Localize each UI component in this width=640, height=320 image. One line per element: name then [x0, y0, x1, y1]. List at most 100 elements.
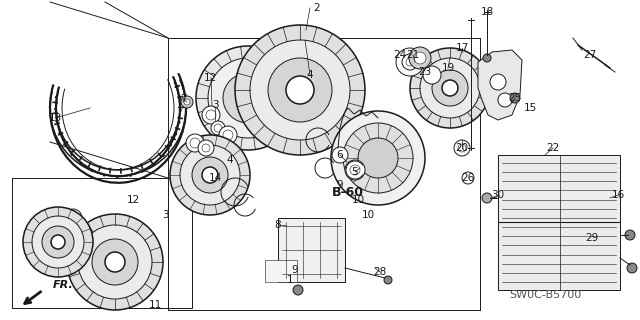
- Circle shape: [223, 130, 233, 140]
- Circle shape: [331, 111, 425, 205]
- Text: 4: 4: [227, 155, 234, 165]
- Circle shape: [206, 110, 216, 120]
- Text: 18: 18: [481, 7, 493, 17]
- Text: 22: 22: [547, 143, 559, 153]
- Circle shape: [454, 140, 470, 156]
- Text: 13: 13: [49, 113, 61, 123]
- Circle shape: [396, 48, 424, 76]
- Circle shape: [483, 54, 491, 62]
- Text: 29: 29: [586, 233, 598, 243]
- Circle shape: [423, 66, 441, 84]
- Text: 2: 2: [314, 3, 320, 13]
- Circle shape: [202, 106, 220, 124]
- Circle shape: [202, 144, 210, 152]
- Circle shape: [211, 121, 225, 135]
- Circle shape: [458, 144, 466, 152]
- Text: SW0C-B5700: SW0C-B5700: [509, 290, 581, 300]
- Circle shape: [345, 160, 365, 180]
- Text: 17: 17: [456, 43, 468, 53]
- Polygon shape: [478, 50, 522, 120]
- Text: 1: 1: [287, 275, 293, 285]
- Circle shape: [402, 54, 418, 70]
- Circle shape: [23, 207, 93, 277]
- Circle shape: [410, 48, 490, 128]
- Circle shape: [293, 285, 303, 295]
- Circle shape: [235, 25, 365, 155]
- Circle shape: [358, 138, 398, 178]
- Text: 10: 10: [351, 195, 365, 205]
- Circle shape: [208, 58, 288, 138]
- Circle shape: [420, 58, 480, 118]
- Text: 11: 11: [148, 300, 162, 310]
- Text: 5: 5: [352, 167, 358, 177]
- Circle shape: [498, 93, 512, 107]
- Text: 9: 9: [292, 265, 298, 275]
- Circle shape: [214, 124, 222, 132]
- FancyBboxPatch shape: [278, 218, 345, 282]
- Text: 20: 20: [456, 143, 468, 153]
- Circle shape: [78, 225, 152, 299]
- Circle shape: [627, 263, 637, 273]
- Circle shape: [74, 222, 90, 238]
- Circle shape: [406, 58, 414, 66]
- Circle shape: [490, 74, 506, 90]
- Text: 26: 26: [461, 173, 475, 183]
- Circle shape: [510, 93, 520, 103]
- Circle shape: [180, 145, 240, 205]
- FancyBboxPatch shape: [498, 155, 620, 290]
- Text: 4: 4: [307, 70, 314, 80]
- Circle shape: [78, 226, 86, 234]
- Text: 6: 6: [337, 150, 343, 160]
- Text: 8: 8: [275, 220, 282, 230]
- Circle shape: [181, 96, 193, 108]
- FancyBboxPatch shape: [265, 260, 297, 282]
- Circle shape: [332, 147, 348, 163]
- Text: 10: 10: [362, 210, 374, 220]
- Text: 30: 30: [492, 190, 504, 200]
- Text: 3: 3: [162, 210, 168, 220]
- Text: 19: 19: [442, 63, 454, 73]
- Text: 24: 24: [394, 50, 406, 60]
- Text: 23: 23: [419, 67, 431, 77]
- Circle shape: [219, 126, 237, 144]
- Text: 15: 15: [524, 103, 536, 113]
- Circle shape: [192, 157, 228, 193]
- Text: FR.: FR.: [53, 280, 74, 290]
- Circle shape: [64, 209, 82, 227]
- Circle shape: [432, 70, 468, 106]
- Circle shape: [409, 47, 431, 69]
- Text: 3: 3: [212, 100, 218, 110]
- Circle shape: [236, 86, 260, 110]
- Circle shape: [51, 235, 65, 249]
- Circle shape: [442, 80, 458, 96]
- Circle shape: [268, 58, 332, 122]
- Circle shape: [67, 214, 163, 310]
- Text: 12: 12: [126, 195, 140, 205]
- Circle shape: [482, 193, 492, 203]
- Circle shape: [42, 226, 74, 258]
- Text: 28: 28: [373, 267, 387, 277]
- Circle shape: [202, 167, 218, 183]
- Circle shape: [625, 230, 635, 240]
- Text: 14: 14: [209, 173, 221, 183]
- Text: 7: 7: [180, 94, 186, 104]
- Circle shape: [190, 138, 200, 148]
- Circle shape: [186, 134, 204, 152]
- Text: 16: 16: [611, 190, 625, 200]
- Circle shape: [350, 165, 360, 175]
- Circle shape: [92, 239, 138, 285]
- Text: 25: 25: [508, 93, 522, 103]
- Circle shape: [414, 52, 426, 64]
- Circle shape: [196, 46, 300, 150]
- Circle shape: [462, 172, 474, 184]
- Circle shape: [286, 76, 314, 104]
- Circle shape: [105, 252, 125, 272]
- Text: 12: 12: [204, 73, 216, 83]
- Circle shape: [170, 135, 250, 215]
- Circle shape: [384, 276, 392, 284]
- Text: B-60: B-60: [332, 186, 364, 198]
- Circle shape: [223, 73, 273, 123]
- Text: 27: 27: [584, 50, 596, 60]
- Text: 9: 9: [337, 180, 343, 190]
- Circle shape: [32, 216, 84, 268]
